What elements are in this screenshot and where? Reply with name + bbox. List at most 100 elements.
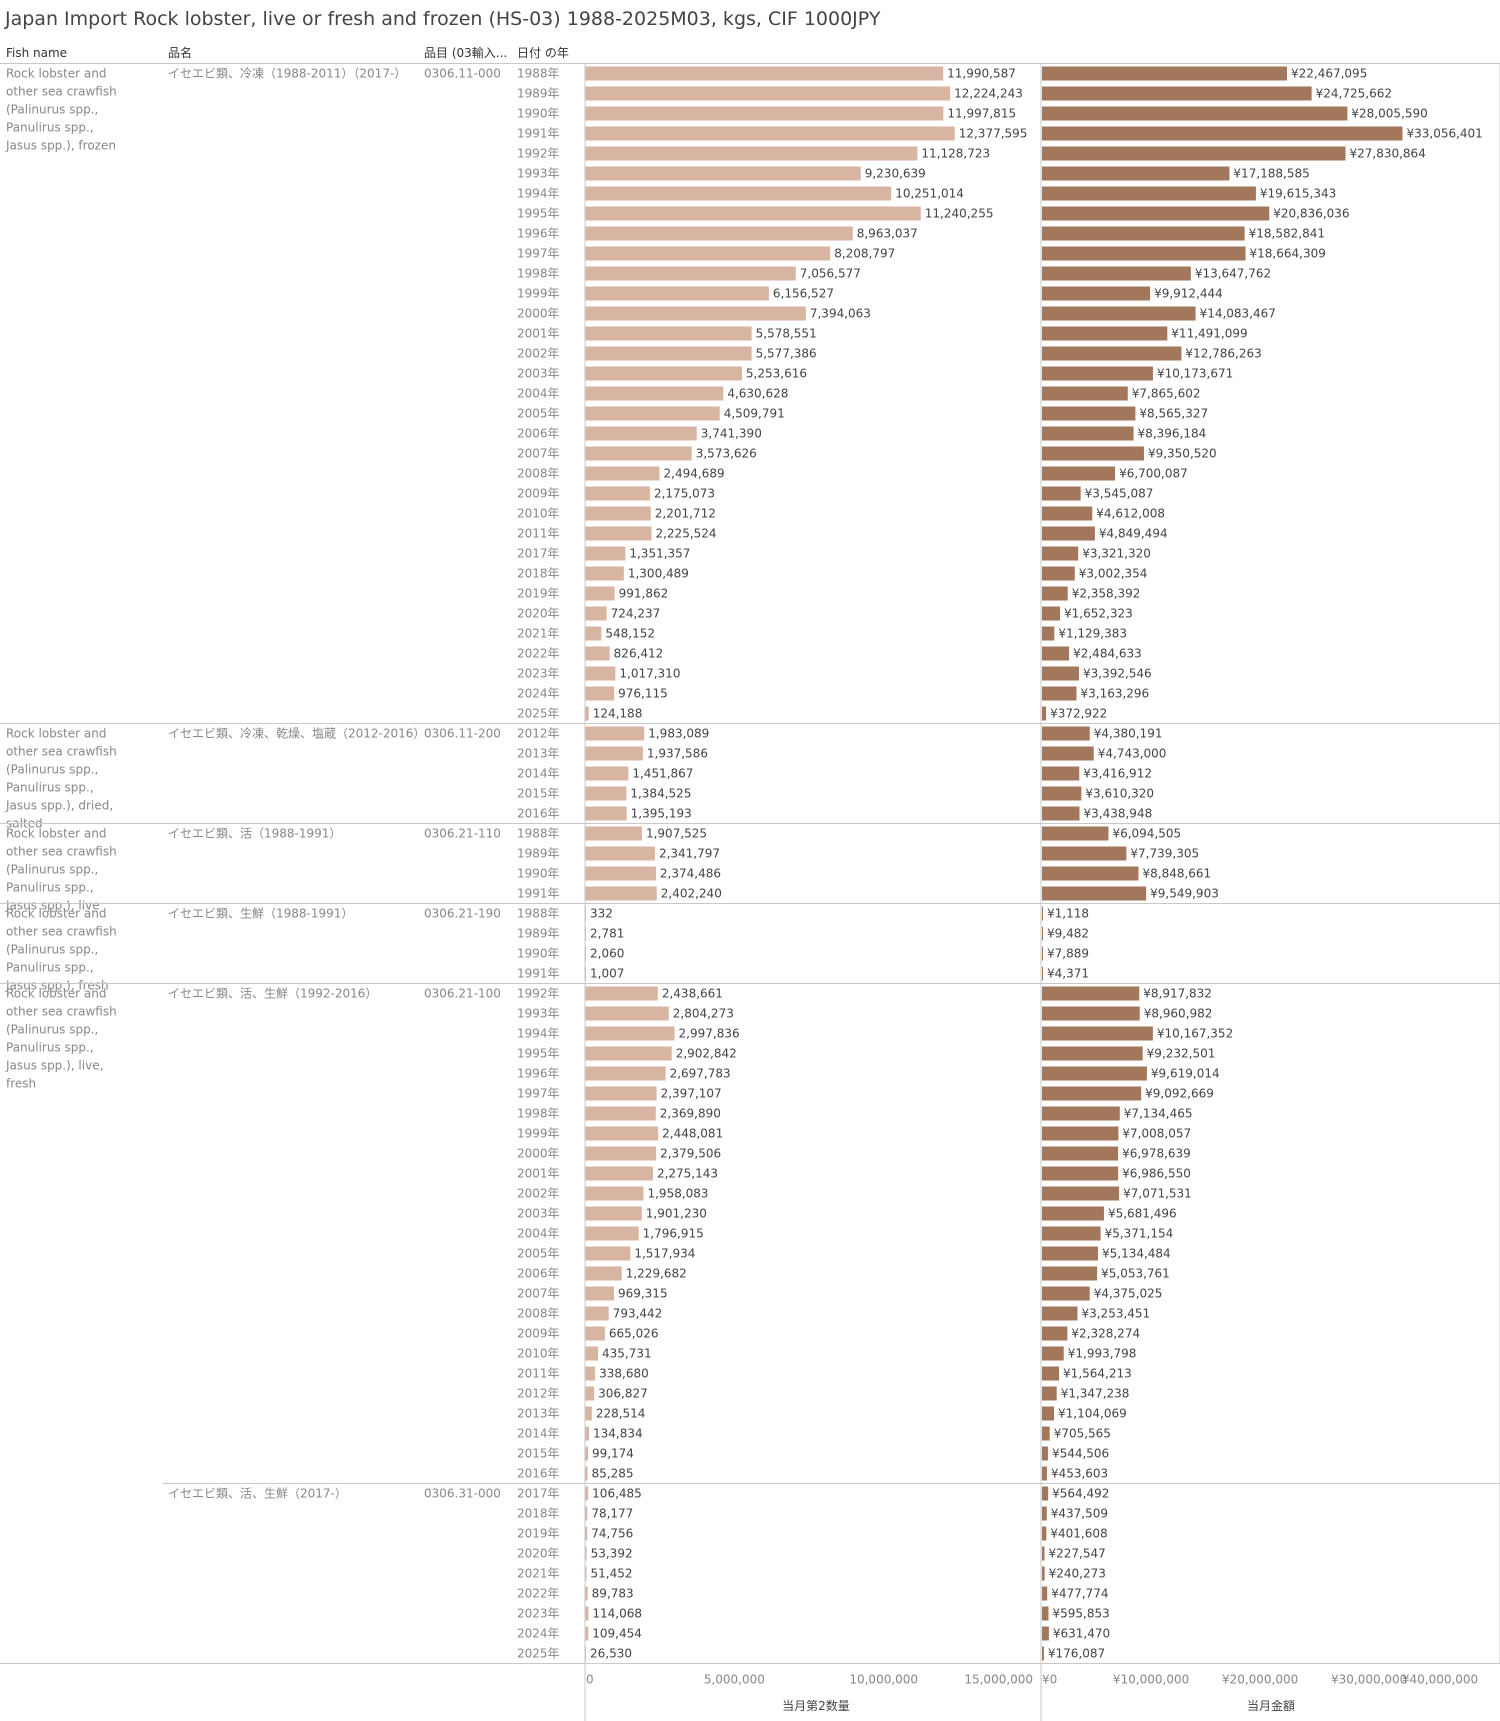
fish-name-label: Jasus spp.), fresh — [5, 979, 109, 993]
qty-data-label: 2,438,661 — [662, 987, 723, 1001]
amt-data-label: ¥8,917,832 — [1143, 987, 1212, 1001]
qty-data-label: 2,804,273 — [673, 1007, 734, 1021]
qty-bar — [585, 406, 720, 421]
amt-bar — [1042, 306, 1196, 321]
qty-bar — [585, 546, 626, 561]
qty-data-label: 2,374,486 — [660, 867, 721, 881]
qty-bar — [585, 1586, 588, 1601]
fish-name-label: other sea crawfish — [6, 1005, 117, 1019]
qty-bar — [585, 666, 616, 681]
amt-bar — [1042, 726, 1090, 741]
year-label: 2013年 — [517, 747, 560, 761]
qty-data-label: 2,402,240 — [661, 887, 722, 901]
qty-data-label: 9,230,639 — [865, 167, 926, 181]
amt-bar — [1042, 1466, 1047, 1481]
amt-bar — [1042, 566, 1075, 581]
qty-data-label: 976,115 — [618, 687, 668, 701]
amt-bar — [1042, 1106, 1120, 1121]
qty-bar — [585, 1386, 595, 1401]
amt-data-label: ¥6,978,639 — [1122, 1147, 1191, 1161]
year-label: 2019年 — [517, 1527, 560, 1541]
fish-name-label: Rock lobster and — [6, 67, 106, 81]
amt-bar — [1042, 626, 1055, 641]
year-label: 2018年 — [517, 567, 560, 581]
qty-tick-label: 15,000,000 — [964, 1673, 1033, 1687]
qty-bar — [585, 1146, 657, 1161]
year-label: 2009年 — [517, 487, 560, 501]
amt-data-label: ¥8,565,327 — [1139, 407, 1208, 421]
amt-bar — [1042, 1386, 1057, 1401]
year-label: 2003年 — [517, 1207, 560, 1221]
qty-data-label: 1,901,230 — [646, 1207, 707, 1221]
amt-data-label: ¥14,083,467 — [1200, 307, 1276, 321]
amt-data-label: ¥24,725,662 — [1316, 87, 1392, 101]
amt-bar — [1042, 666, 1079, 681]
year-label: 2020年 — [517, 607, 560, 621]
fish-name-label: (Palinurus spp., — [6, 863, 98, 877]
year-label: 2014年 — [517, 1427, 560, 1441]
qty-data-label: 12,224,243 — [954, 87, 1023, 101]
amt-data-label: ¥6,094,505 — [1112, 827, 1181, 841]
qty-bar — [585, 1266, 622, 1281]
qty-data-label: 78,177 — [591, 1507, 633, 1521]
amt-data-label: ¥8,960,982 — [1144, 1007, 1213, 1021]
qty-data-label: 85,285 — [592, 1467, 634, 1481]
amt-bar — [1042, 1066, 1147, 1081]
qty-data-label: 109,454 — [592, 1627, 642, 1641]
year-label: 2019年 — [517, 587, 560, 601]
year-label: 2001年 — [517, 327, 560, 341]
qty-bar — [585, 1606, 589, 1621]
qty-data-label: 1,351,357 — [629, 547, 690, 561]
qty-bar — [585, 186, 892, 201]
qty-data-label: 11,128,723 — [921, 147, 990, 161]
amt-bar — [1042, 1006, 1140, 1021]
qty-bar — [585, 1046, 672, 1061]
year-label: 1997年 — [517, 1087, 560, 1101]
year-label: 2024年 — [517, 1627, 560, 1641]
qty-bar — [585, 506, 651, 521]
amt-bar — [1042, 406, 1136, 421]
amt-bar — [1042, 186, 1256, 201]
amt-bar — [1042, 1486, 1049, 1501]
qty-data-label: 3,573,626 — [696, 447, 757, 461]
qty-data-label: 6,156,527 — [773, 287, 834, 301]
amt-data-label: ¥3,253,451 — [1081, 1307, 1150, 1321]
qty-bar — [585, 1186, 644, 1201]
amt-data-label: ¥544,506 — [1052, 1447, 1109, 1461]
year-label: 1996年 — [517, 227, 560, 241]
amt-data-label: ¥1,129,383 — [1058, 627, 1127, 641]
amt-bar — [1042, 326, 1168, 341]
amt-bar — [1042, 946, 1043, 961]
year-label: 2004年 — [517, 1227, 560, 1241]
amt-data-label: ¥9,912,444 — [1154, 287, 1223, 301]
year-label: 2012年 — [517, 727, 560, 741]
qty-bar — [585, 526, 652, 541]
qty-data-label: 1,017,310 — [619, 667, 680, 681]
amt-bar — [1042, 766, 1080, 781]
fish-name-label: (Palinurus spp., — [6, 1023, 98, 1037]
hinmei-label: イセエビ類、生鮮（1988-1991） — [168, 907, 353, 921]
amt-bar — [1042, 926, 1043, 941]
amt-data-label: ¥4,849,494 — [1099, 527, 1168, 541]
qty-data-label: 228,514 — [596, 1407, 646, 1421]
amt-data-label: ¥9,482 — [1047, 927, 1089, 941]
amt-data-label: ¥4,375,025 — [1094, 1287, 1163, 1301]
qty-data-label: 2,341,797 — [659, 847, 720, 861]
qty-bar — [585, 1086, 657, 1101]
qty-data-label: 969,315 — [618, 1287, 668, 1301]
year-label: 2023年 — [517, 1607, 560, 1621]
amt-data-label: ¥7,008,057 — [1122, 1127, 1191, 1141]
year-label: 1991年 — [517, 967, 560, 981]
qty-data-label: 2,494,689 — [664, 467, 725, 481]
qty-bar — [585, 686, 615, 701]
amt-bar — [1042, 386, 1128, 401]
amt-data-label: ¥18,582,841 — [1249, 227, 1325, 241]
qty-data-label: 1,395,193 — [631, 807, 692, 821]
year-label: 1999年 — [517, 1127, 560, 1141]
amt-data-label: ¥437,509 — [1051, 1507, 1108, 1521]
amt-data-label: ¥5,371,154 — [1105, 1227, 1174, 1241]
amt-bar — [1042, 346, 1182, 361]
header-fish-name: Fish name — [6, 46, 67, 60]
year-label: 1993年 — [517, 1007, 560, 1021]
qty-data-label: 1,958,083 — [647, 1187, 708, 1201]
